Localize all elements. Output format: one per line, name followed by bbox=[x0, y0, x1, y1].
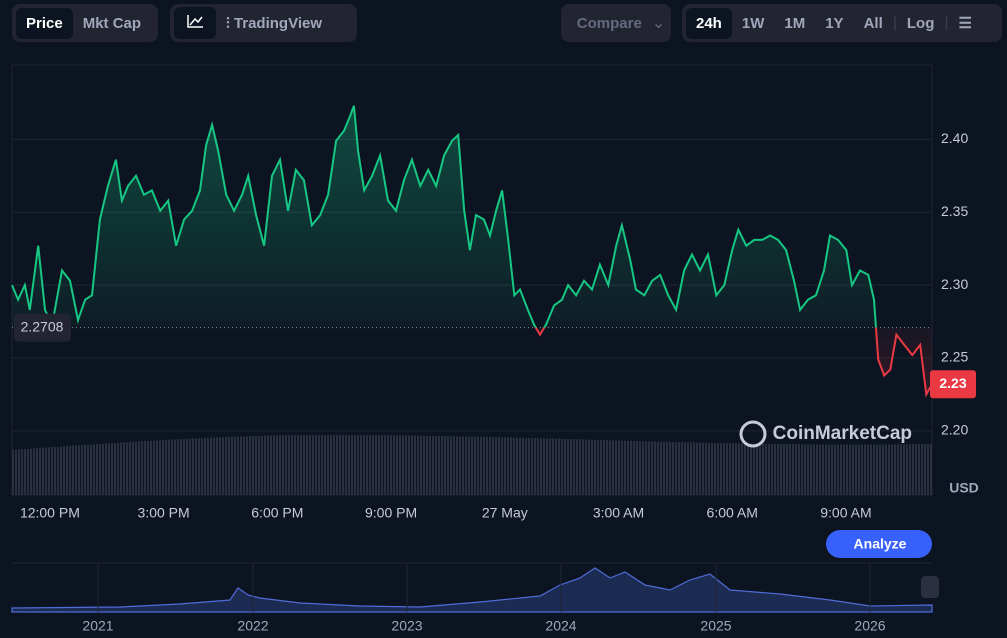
watermark: CoinMarketCap bbox=[773, 423, 912, 444]
settings-button[interactable]: ☰ bbox=[958, 15, 972, 32]
navigator-handle[interactable] bbox=[921, 576, 939, 598]
label: TradingView bbox=[233, 14, 323, 32]
y-tick-label: 2.40 bbox=[941, 130, 968, 146]
watermark-logo bbox=[739, 420, 767, 448]
y-tick-label: 2.20 bbox=[941, 422, 968, 438]
range[interactable]: All bbox=[863, 14, 883, 32]
y-tick-label: 2.25 bbox=[941, 349, 968, 365]
last-price-label: 2.23 bbox=[939, 375, 966, 391]
x-tick-label: 27 May bbox=[482, 505, 528, 521]
volume-texture bbox=[12, 434, 932, 495]
reference-label: 2.2708 bbox=[21, 318, 64, 334]
line-button[interactable] bbox=[174, 7, 216, 39]
navigator-year: 2021 bbox=[82, 618, 113, 634]
y-tick-label: 2.35 bbox=[941, 203, 968, 219]
range[interactable]: 1Y bbox=[825, 14, 844, 32]
x-tick-label: 6:00 AM bbox=[707, 505, 758, 521]
y-tick-label: 2.30 bbox=[941, 276, 968, 292]
range[interactable]: 1W bbox=[741, 14, 765, 32]
divider: | bbox=[892, 14, 897, 31]
navigator-year: 2022 bbox=[237, 618, 268, 634]
x-tick-label: 9:00 AM bbox=[820, 505, 871, 521]
label: Compare bbox=[576, 14, 642, 32]
x-tick-label: 3:00 PM bbox=[138, 505, 190, 521]
x-tick-label: 3:00 AM bbox=[593, 505, 644, 521]
analyze-button[interactable] bbox=[826, 530, 932, 558]
last-price-badge bbox=[930, 370, 976, 399]
line-icon bbox=[187, 15, 203, 28]
navigator-year: 2023 bbox=[391, 618, 422, 634]
reference-badge bbox=[14, 313, 71, 342]
divider: | bbox=[944, 14, 949, 31]
x-tick-label: 9:00 PM bbox=[365, 505, 417, 521]
navigator-year: 2026 bbox=[854, 618, 885, 634]
range[interactable]: 24h bbox=[686, 7, 732, 39]
range[interactable]: 1M bbox=[784, 14, 806, 32]
tab[interactable]: Price bbox=[16, 7, 73, 39]
compare-button[interactable]: Compare ⌄ bbox=[561, 4, 671, 42]
price-line bbox=[11, 105, 933, 398]
plot-frame bbox=[11, 64, 933, 496]
log-button[interactable]: Log bbox=[906, 14, 935, 32]
range-group: 24h 1W 1M 1Y All | Log | ☰ bbox=[682, 4, 1002, 42]
navigator-year: 2025 bbox=[700, 618, 731, 634]
tab-group: Price Mkt Cap bbox=[12, 4, 158, 42]
chart-type-group: ⫶ TradingView bbox=[170, 4, 357, 42]
tab[interactable]: Mkt Cap bbox=[82, 14, 142, 32]
x-tick-label: 6:00 PM bbox=[251, 505, 303, 521]
chevron: ⌄ bbox=[651, 15, 666, 32]
x-tick-label: 12:00 PM bbox=[20, 505, 80, 521]
navigator-year: 2024 bbox=[545, 618, 576, 634]
navigator-line bbox=[11, 567, 933, 613]
area bbox=[12, 105, 932, 395]
currency-label: USD bbox=[949, 480, 979, 496]
tradingview-button[interactable]: ⫶ TradingView bbox=[226, 14, 323, 32]
